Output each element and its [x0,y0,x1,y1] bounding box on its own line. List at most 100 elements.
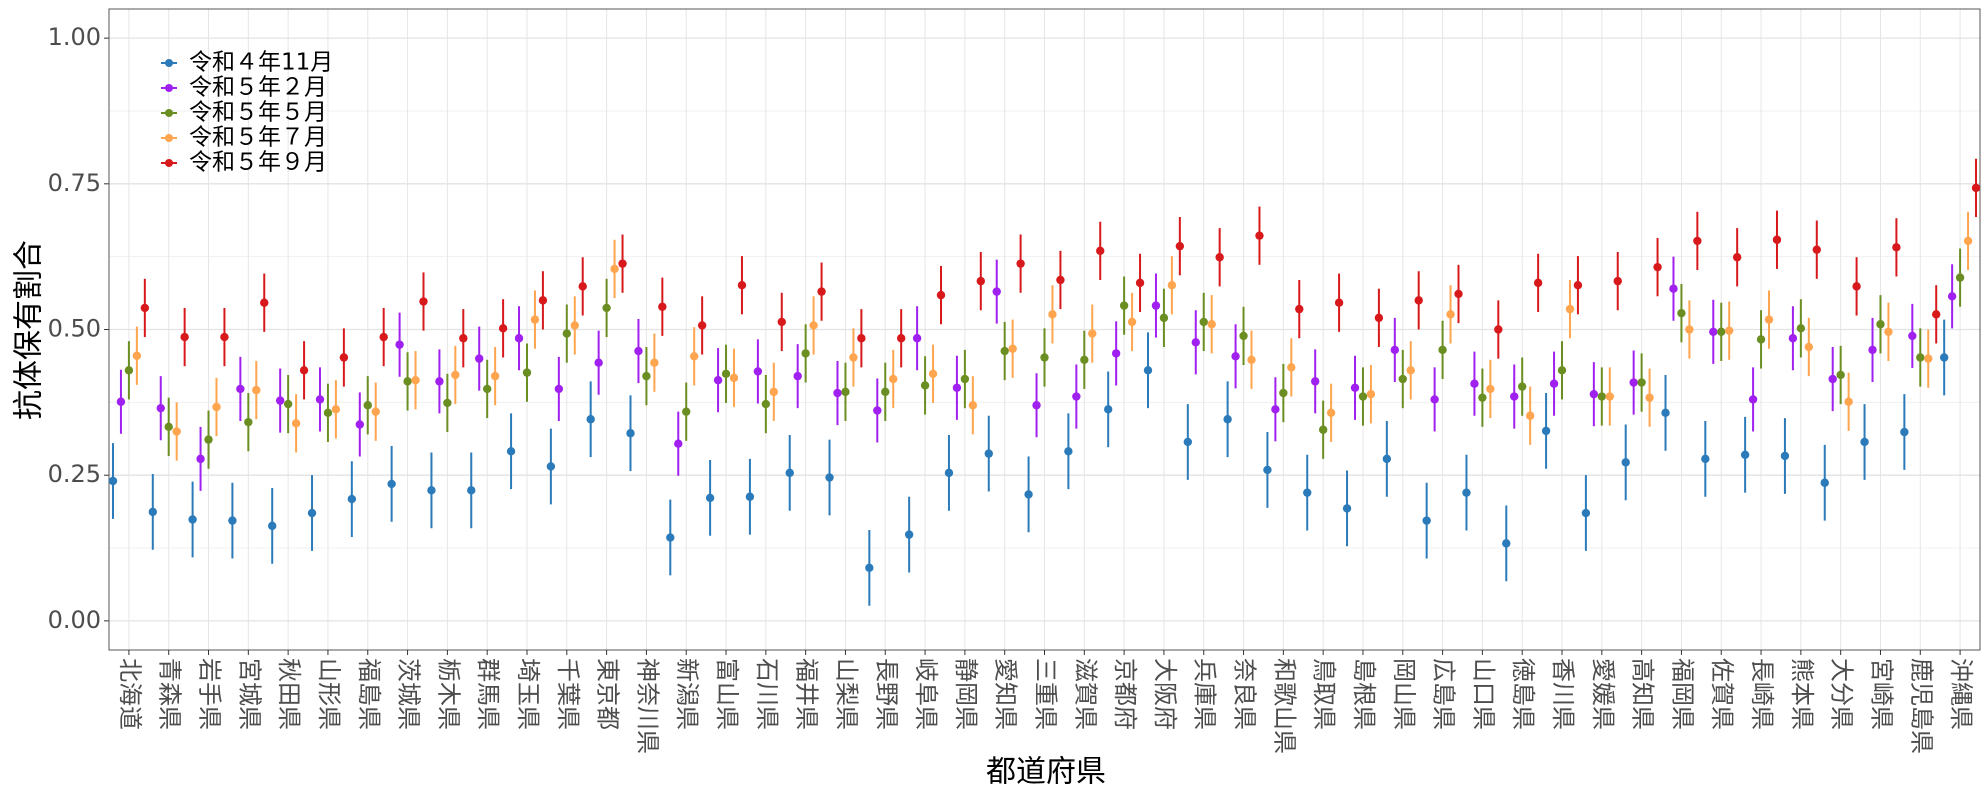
point [634,346,643,356]
point [1040,353,1049,362]
point [108,476,118,486]
point [1892,243,1901,252]
point [546,462,556,471]
x-tick-label: 兵庫県 [1191,658,1219,730]
point [419,297,428,306]
point [1056,275,1065,285]
x-tick-label: 長野県 [872,658,900,730]
point [1963,236,1973,246]
point [952,383,962,392]
point [1271,405,1280,414]
point [1621,458,1630,467]
point [642,371,651,381]
point [1709,327,1718,337]
point [1414,296,1423,305]
point [1024,490,1033,499]
point [1406,366,1415,375]
point [180,332,189,342]
point [1390,345,1400,355]
point [1430,395,1439,404]
x-tick-label: 宮崎県 [1867,658,1895,730]
point [1780,451,1790,461]
x-tick-label: 和歌山県 [1270,658,1298,754]
point [1900,427,1909,437]
point [1740,450,1750,459]
point [1199,317,1208,327]
point [1072,392,1081,401]
x-tick-label: 広島県 [1430,658,1458,730]
point [912,334,922,343]
x-tick-label: 青森県 [156,658,184,730]
point [1828,374,1837,384]
legend-label: 令和４年11月 [189,50,333,76]
point [451,370,460,380]
point [626,429,635,438]
point [1868,345,1877,355]
point [124,366,134,375]
point [1032,401,1041,410]
point [268,521,277,531]
point [1525,411,1535,420]
point [944,468,954,478]
point [992,287,1001,296]
point [164,422,173,432]
point [785,468,794,478]
point [658,302,667,311]
point [1955,273,1965,282]
point [403,377,412,386]
point [817,287,826,296]
point [1661,408,1670,418]
point [1310,377,1320,386]
point [1884,327,1893,337]
point [1932,310,1941,319]
point [1470,379,1479,388]
point [275,396,285,405]
point [140,303,150,313]
point [1215,253,1224,262]
point [1303,488,1312,497]
point [1048,310,1057,319]
point [1438,345,1447,355]
legend-marker [165,84,173,92]
point [777,317,786,327]
point [220,332,229,342]
point [1788,334,1798,343]
point [801,349,810,358]
x-tick-label: 北海道 [116,658,144,730]
x-tick-label: 鳥取県 [1310,658,1338,730]
legend-marker [165,109,173,117]
x-tick-label: 新潟県 [673,658,701,730]
point [116,397,126,406]
point [960,374,970,384]
point [379,332,388,342]
point [363,401,372,410]
point [889,374,898,384]
point [713,375,723,385]
legend-marker [165,59,173,67]
point [1119,301,1129,310]
y-tick-label: 0.00 [48,606,101,634]
x-tick-label: 岐阜県 [912,658,940,730]
point [1804,342,1814,352]
point [1732,253,1742,262]
x-tick-label: 沖縄県 [1947,658,1975,730]
point [769,387,779,397]
point [1510,392,1519,401]
point [873,406,882,415]
point [554,384,564,394]
point [522,368,532,377]
y-tick-label: 1.00 [48,23,101,51]
x-tick-label: 徳島県 [1509,658,1537,730]
point [283,399,293,409]
point [1191,338,1200,347]
point [1947,292,1957,301]
point [1382,454,1392,464]
point [331,405,341,414]
x-tick-label: 群馬県 [474,658,502,730]
x-tick-label: 京都府 [1111,658,1139,730]
point [498,324,508,333]
point [1772,235,1782,244]
x-tick-label: 宮城県 [235,658,263,730]
legend-label: 令和５年２月 [189,75,327,101]
point [315,395,325,404]
